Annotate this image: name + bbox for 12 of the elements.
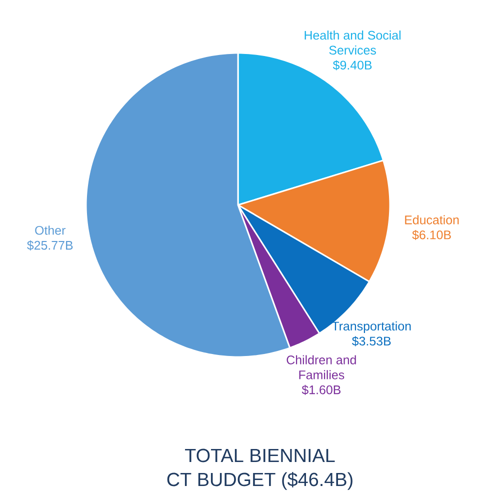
slice-label: Transportation: [332, 321, 411, 334]
slice-label: Health and Social Services: [304, 30, 400, 55]
slice-label: Children and Families: [286, 355, 356, 380]
text: CT BUDGET ($46.4B): [167, 472, 352, 490]
data-label: $9.40B: [332, 60, 372, 70]
data-label: $1.60B: [302, 384, 341, 395]
data-label: $3.53B: [352, 336, 391, 346]
text: TOTAL BIENNIAL: [185, 448, 335, 462]
slice-label: Education: [405, 215, 459, 224]
data-label: $25.77B: [27, 240, 73, 250]
data-label: $6.10B: [412, 230, 451, 240]
slice-label: Other: [35, 226, 66, 235]
